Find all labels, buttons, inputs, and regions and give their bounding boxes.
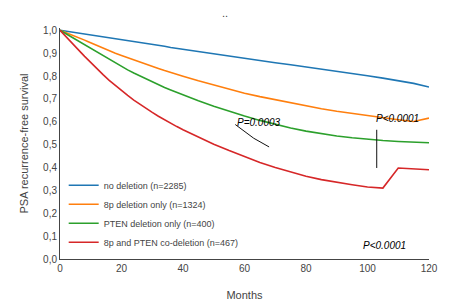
- svg-text:0,1: 0,1: [43, 231, 57, 242]
- svg-text:no deletion (n=2285): no deletion (n=2285): [104, 181, 187, 191]
- svg-text:P=0.0003: P=0.0003: [237, 117, 281, 128]
- svg-text:P<0.0001: P<0.0001: [363, 240, 406, 251]
- svg-text:0,6: 0,6: [43, 116, 57, 127]
- svg-text:0: 0: [57, 263, 63, 274]
- svg-text:0,8: 0,8: [43, 71, 57, 82]
- svg-text:1,0: 1,0: [43, 25, 57, 36]
- svg-text:80: 80: [300, 263, 312, 274]
- svg-text:0,7: 0,7: [43, 93, 57, 104]
- svg-text:60: 60: [239, 263, 251, 274]
- svg-text:120: 120: [421, 263, 438, 274]
- svg-text:0,2: 0,2: [43, 208, 57, 219]
- svg-text:PSA recurrence-free survival: PSA recurrence-free survival: [18, 74, 30, 214]
- svg-text:0,5: 0,5: [43, 139, 57, 150]
- svg-text:20: 20: [116, 263, 128, 274]
- svg-text:Months: Months: [226, 289, 263, 301]
- svg-text:8p and PTEN co-deletion (n=467: 8p and PTEN co-deletion (n=467): [104, 238, 238, 248]
- svg-text:100: 100: [359, 263, 376, 274]
- svg-text:PTEN deletion only (n=400): PTEN deletion only (n=400): [104, 219, 215, 229]
- svg-text:0,9: 0,9: [43, 48, 57, 59]
- svg-text:0,3: 0,3: [43, 185, 57, 196]
- svg-text:40: 40: [177, 263, 189, 274]
- svg-text:P<0.0001: P<0.0001: [376, 113, 419, 124]
- svg-text:0,4: 0,4: [43, 162, 57, 173]
- svg-text:8p deletion only (n=1324): 8p deletion only (n=1324): [104, 200, 206, 210]
- svg-text:..: ..: [222, 7, 228, 19]
- svg-text:0,0: 0,0: [43, 254, 57, 265]
